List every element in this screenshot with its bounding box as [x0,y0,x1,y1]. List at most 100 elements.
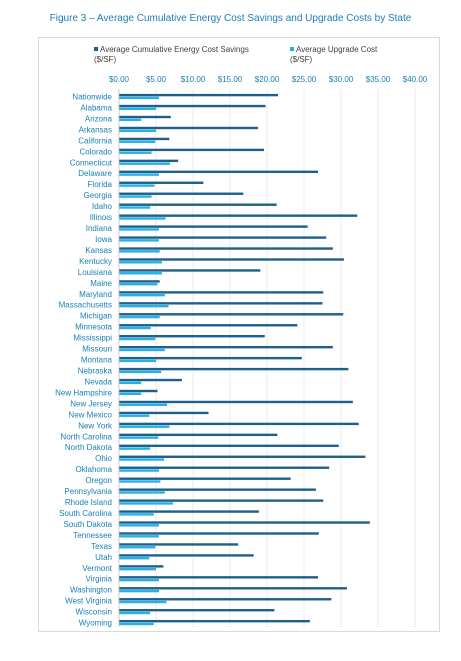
bar-savings [119,389,158,393]
bar-savings [119,335,265,338]
x-tick-label: $25.00 [292,75,317,84]
y-tick-label: Oregon [85,476,112,485]
bar-upgrade-cost [119,250,160,253]
bar-savings [119,126,259,130]
y-tick-label: Pennsylvania [64,487,112,496]
bar-savings [119,488,316,491]
bar-upgrade-cost [119,173,159,176]
bar-upgrade-cost [119,293,165,297]
legend-swatch [94,47,98,51]
bar-savings [119,609,275,612]
y-tick-label: Virginia [85,575,112,584]
y-tick-label: Ohio [95,454,112,463]
y-tick-label: Illinois [90,213,112,222]
bar-upgrade-cost [119,458,165,461]
bar-upgrade-cost [119,272,162,275]
y-tick-label: Oklahoma [76,465,113,474]
bar-upgrade-cost [119,129,156,132]
bar-savings [119,258,344,261]
bar-savings [119,302,323,305]
bar-upgrade-cost [119,206,151,209]
legend-label: Average Cumulative Energy Cost Savings [100,45,249,54]
bar-savings [119,203,277,206]
y-tick-label: West Virginia [65,597,112,606]
y-tick-label: Massachusetts [59,301,112,310]
bar-savings [119,477,291,480]
bar-savings [119,247,333,250]
y-tick-label: South Carolina [59,509,112,518]
bar-savings [119,324,298,327]
bar-savings [119,115,171,119]
bar-upgrade-cost [119,600,167,604]
y-tick-label: Arkansas [79,125,112,134]
y-tick-label: South Dakota [64,520,113,529]
y-tick-label: Vermont [82,564,113,573]
bar-upgrade-cost [119,370,162,374]
bar-savings [119,345,333,349]
bar-upgrade-cost [119,217,166,220]
bar-upgrade-cost [119,239,159,242]
bar-upgrade-cost [119,480,161,483]
bar-upgrade-cost [119,567,156,571]
y-tick-label: Georgia [84,191,113,200]
y-tick-label: Nebraska [78,367,113,376]
bar-upgrade-cost [119,557,150,560]
legend-label: ($/SF) [290,55,313,64]
bar-upgrade-cost [119,151,152,154]
bar-savings [119,367,349,371]
bar-savings [119,576,319,579]
bar-upgrade-cost [119,107,156,111]
y-tick-label: Washington [70,586,112,595]
x-tick-label: $40.00 [403,75,428,84]
y-tick-label: New Mexico [68,410,112,419]
bar-savings [119,400,353,404]
y-tick-label: Iowa [95,235,112,244]
y-tick-label: New Jersey [70,399,112,408]
y-tick-label: Indiana [86,224,113,233]
bar-savings [119,444,339,448]
bar-savings [119,619,310,623]
bar-savings [119,422,359,426]
bar-upgrade-cost [119,392,142,396]
y-tick-label: Maryland [79,290,112,299]
bar-upgrade-cost [119,611,151,615]
bar-upgrade-cost [119,546,156,549]
x-tick-label: $10.00 [181,75,206,84]
bar-upgrade-cost [119,436,159,439]
bar-savings [119,598,332,601]
bar-savings [119,587,347,590]
bar-savings [119,378,182,382]
x-tick-label: $5.00 [146,75,167,84]
y-tick-label: Michigan [80,312,112,321]
y-tick-label: North Dakota [65,443,113,452]
bar-savings [119,433,278,437]
bar-upgrade-cost [119,283,158,286]
bar-savings [119,181,204,184]
y-tick-label: Connecticut [70,158,113,167]
bar-upgrade-cost [119,184,155,187]
bar-upgrade-cost [119,337,156,341]
bar-savings [119,137,170,141]
y-tick-label: Nevada [84,377,112,386]
y-tick-label: Alabama [80,103,112,112]
y-tick-label: New York [78,421,113,430]
bar-upgrade-cost [119,326,151,330]
y-tick-label: Kansas [85,246,112,255]
y-tick-label: Wyoming [79,619,112,628]
bar-upgrade-cost [119,469,159,472]
bar-upgrade-cost [119,622,154,626]
bar-savings [119,148,265,152]
bar-upgrade-cost [119,359,156,363]
bar-upgrade-cost [119,403,168,406]
figure-title: Figure 3 – Average Cumulative Energy Cos… [49,13,412,24]
y-tick-label: North Carolina [60,432,112,441]
bar-upgrade-cost [119,524,159,527]
bar-savings [119,543,239,546]
y-tick-label: Missouri [82,345,112,354]
x-tick-label: $15.00 [218,75,243,84]
bar-savings [119,554,254,557]
y-tick-label: Idaho [92,202,113,211]
bar-savings [119,170,319,174]
x-tick-label: $35.00 [366,75,391,84]
